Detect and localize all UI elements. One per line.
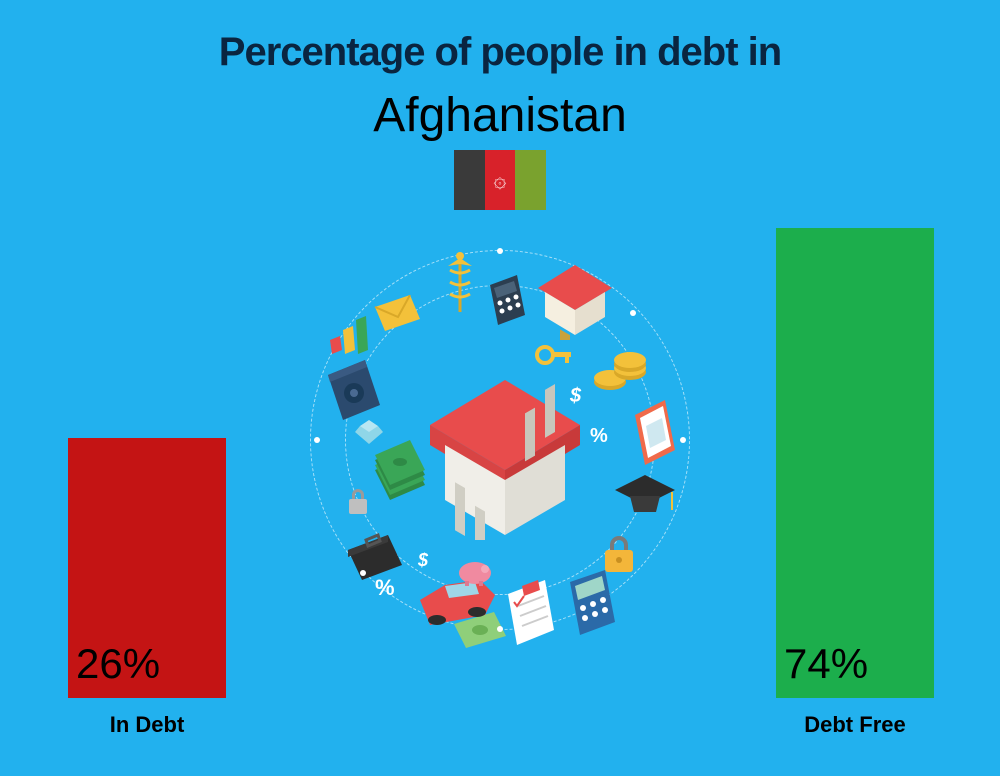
afghanistan-flag: ۞ [454,150,546,210]
bar-debt-free: 74% [776,228,934,698]
calculator-dark-icon [485,275,530,330]
percent-icon: % [375,575,395,601]
key-icon [535,340,575,370]
title-line-1: Percentage of people in debt in [0,30,1000,75]
flag-stripe-1 [454,150,485,210]
bar-debt-free-label: Debt Free [776,712,934,738]
padlock-icon [600,530,638,575]
house-icon [530,260,620,340]
orbit-dot [497,626,503,632]
flag-emblem-icon: ۞ [494,167,507,193]
center-finance-graphic: % % $ $ [300,240,700,640]
grad-cap-icon [610,470,680,520]
bar-in-debt: 26% [68,438,226,698]
orbit-dot [314,437,320,443]
phone-icon [630,400,680,470]
bar-chart-icon [325,310,375,355]
coins-icon [590,340,650,400]
bank-icon [420,370,590,540]
orbit-dot [680,437,686,443]
piggy-icon [455,555,495,587]
percent-icon: % [590,425,608,448]
cash-stack-icon [365,440,435,515]
lock-small-icon [345,485,371,517]
bar-debt-free-value: 74% [784,640,868,688]
calculator-icon [565,570,620,640]
dollar-icon: $ [570,385,581,408]
safe-icon [320,355,390,435]
title-line-2: Afghanistan [0,88,1000,143]
dollar-icon: $ [418,550,428,571]
flag-stripe-3 [515,150,546,210]
orbit-dot [497,248,503,254]
bar-in-debt-value: 26% [76,640,160,688]
orbit-dot [360,570,366,576]
orbit-dot [630,310,636,316]
caduceus-icon [440,250,480,320]
envelope-icon [370,295,425,335]
bar-in-debt-label: In Debt [68,712,226,738]
